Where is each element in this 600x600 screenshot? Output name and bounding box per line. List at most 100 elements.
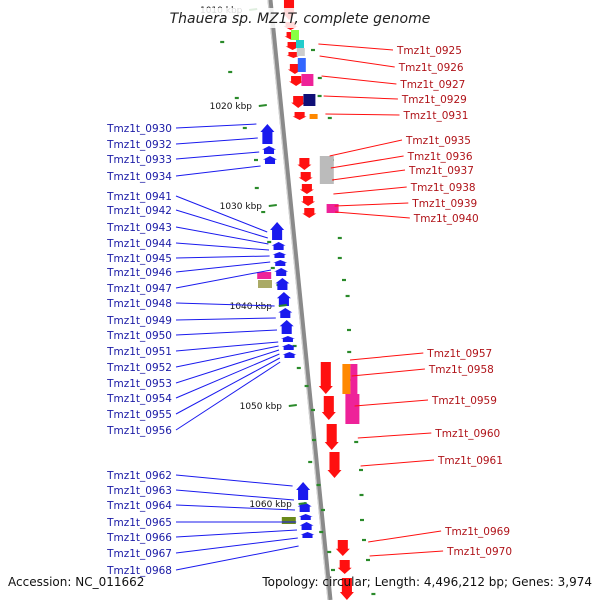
right-gene-label-14: Tmz1t_0960 bbox=[434, 428, 500, 440]
forward-gene-7 bbox=[291, 96, 306, 108]
kbp-tick-3 bbox=[278, 304, 287, 307]
accession-text: Accession: NC_011662 bbox=[8, 575, 144, 589]
feature-block-grey-2 bbox=[319, 156, 334, 184]
right-leader-11 bbox=[349, 352, 424, 361]
forward-gene-20 bbox=[339, 578, 354, 600]
forward-gene-14 bbox=[318, 362, 333, 394]
genome-backbone bbox=[267, 0, 333, 600]
right-leader-13 bbox=[354, 399, 429, 407]
forward-gene-17 bbox=[327, 452, 342, 478]
left-gene-label-1: Tmz1t_0932 bbox=[106, 139, 172, 151]
right-leader-3 bbox=[323, 95, 398, 100]
right-gene-label-6: Tmz1t_0936 bbox=[407, 151, 473, 163]
left-leader-24 bbox=[175, 529, 298, 538]
feature-block-magenta-5 bbox=[257, 272, 272, 279]
right-gene-label-9: Tmz1t_0939 bbox=[411, 198, 477, 210]
reverse-gene-6 bbox=[273, 260, 288, 266]
map-title: Thauera sp. MZ1T, complete genome bbox=[170, 11, 431, 27]
left-gene-label-22: Tmz1t_0964 bbox=[106, 500, 172, 512]
forward-gene-19 bbox=[337, 560, 352, 574]
left-gene-label-11: Tmz1t_0948 bbox=[106, 298, 172, 310]
left-gene-label-18: Tmz1t_0955 bbox=[106, 409, 172, 421]
right-leader-15 bbox=[360, 459, 435, 467]
kbp-tick-5 bbox=[298, 502, 307, 505]
reverse-gene-5 bbox=[272, 252, 287, 258]
forward-gene-9 bbox=[297, 158, 312, 170]
left-gene-label-16: Tmz1t_0953 bbox=[106, 378, 172, 390]
feature-block-cyan bbox=[296, 40, 304, 48]
label-leader-lines bbox=[175, 43, 444, 571]
reverse-gene-3 bbox=[270, 222, 285, 240]
left-leader-16 bbox=[175, 349, 280, 384]
forward-gene-12 bbox=[301, 196, 316, 206]
forward-gene-15 bbox=[321, 396, 336, 420]
reverse-gene-11 bbox=[279, 320, 294, 334]
right-gene-label-11: Tmz1t_0957 bbox=[426, 348, 492, 360]
right-gene-label-0: Tmz1t_0925 bbox=[396, 45, 462, 57]
kbp-label-backdrop-2 bbox=[216, 200, 265, 211]
left-gene-label-24: Tmz1t_0966 bbox=[106, 532, 172, 544]
right-leader-9 bbox=[334, 202, 409, 207]
left-gene-label-17: Tmz1t_0954 bbox=[106, 393, 172, 405]
reverse-gene-13 bbox=[281, 344, 296, 350]
left-leader-7 bbox=[175, 242, 270, 251]
left-gene-label-9: Tmz1t_0946 bbox=[106, 267, 172, 279]
kbp-label-backdrop-4 bbox=[236, 400, 285, 411]
left-leader-14 bbox=[175, 341, 279, 352]
genome-backbone-highlight bbox=[267, 0, 329, 600]
kbp-label-backdrop-5 bbox=[246, 498, 295, 509]
left-leader-1 bbox=[175, 137, 258, 145]
feature-block-navy bbox=[303, 94, 316, 106]
kbp-label-4: 1050 kbp bbox=[240, 402, 283, 412]
reverse-gene-14 bbox=[282, 352, 297, 358]
left-leader-21 bbox=[175, 489, 295, 501]
forward-gene-11 bbox=[299, 184, 314, 194]
kbp-tick-4 bbox=[288, 404, 297, 407]
left-gene-label-23: Tmz1t_0965 bbox=[106, 517, 172, 529]
right-gene-label-16: Tmz1t_0969 bbox=[444, 526, 510, 538]
kbp-label-5: 1060 kbp bbox=[249, 500, 292, 510]
kbp-label-backdrop-1 bbox=[206, 100, 255, 111]
forward-gene-6 bbox=[289, 76, 304, 86]
forward-gene-10 bbox=[298, 172, 313, 182]
topology-text: Topology: circular; Length: 4,496,212 bp… bbox=[261, 575, 592, 589]
left-leader-26 bbox=[175, 545, 299, 571]
left-leader-2 bbox=[175, 151, 260, 160]
right-gene-label-3: Tmz1t_0929 bbox=[401, 94, 467, 106]
reverse-gene-15 bbox=[296, 482, 311, 500]
left-gene-label-4: Tmz1t_0941 bbox=[106, 191, 172, 203]
left-leader-8 bbox=[175, 255, 270, 259]
right-gene-label-10: Tmz1t_0940 bbox=[413, 213, 479, 225]
left-gene-label-12: Tmz1t_0949 bbox=[106, 315, 172, 327]
right-leader-6 bbox=[330, 155, 404, 169]
right-gene-label-7: Tmz1t_0937 bbox=[408, 165, 474, 177]
feature-block-olive-2 bbox=[281, 517, 296, 524]
left-leader-22 bbox=[175, 504, 296, 511]
right-gene-label-1: Tmz1t_0926 bbox=[398, 62, 464, 74]
left-gene-label-13: Tmz1t_0950 bbox=[106, 330, 172, 342]
right-gene-label-5: Tmz1t_0935 bbox=[405, 135, 471, 147]
reverse-gene-8 bbox=[275, 278, 290, 290]
left-leader-18 bbox=[175, 357, 281, 415]
feature-block-orange-2 bbox=[342, 364, 351, 394]
right-gene-label-15: Tmz1t_0961 bbox=[437, 455, 503, 467]
feature-block-grey bbox=[296, 48, 305, 56]
left-gene-label-25: Tmz1t_0967 bbox=[106, 548, 172, 560]
left-gene-label-15: Tmz1t_0952 bbox=[106, 362, 172, 374]
forward-gene-18 bbox=[335, 540, 350, 556]
right-leader-17 bbox=[369, 550, 444, 557]
reverse-gene-10 bbox=[278, 308, 293, 318]
kbp-label-1: 1020 kbp bbox=[210, 102, 253, 112]
left-leader-6 bbox=[175, 226, 269, 245]
reverse-gene-4 bbox=[271, 242, 286, 250]
left-leader-20 bbox=[175, 474, 293, 487]
gene-features bbox=[257, 0, 360, 600]
left-leader-9 bbox=[175, 261, 271, 273]
kbp-label-2: 1030 kbp bbox=[220, 202, 263, 212]
right-leader-0 bbox=[318, 43, 394, 51]
kbp-tick-1 bbox=[258, 104, 267, 107]
right-leader-8 bbox=[333, 186, 407, 195]
kbp-tick-2 bbox=[268, 204, 277, 207]
feature-block-magenta bbox=[301, 74, 314, 86]
